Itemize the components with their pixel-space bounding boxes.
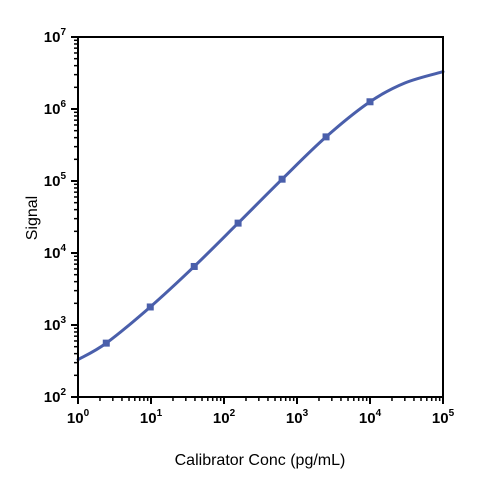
data-point [366,98,374,106]
y-tick-label: 107 [44,27,67,46]
plot-border [77,36,444,398]
y-tick-label: 103 [44,315,67,334]
curve-layer [76,70,445,362]
fit-curve [76,70,445,362]
y-axis-title: Signal [24,196,41,240]
data-point [234,219,242,227]
x-tick-label: 101 [140,408,163,427]
data-point [146,303,154,311]
plot-frame [77,36,444,398]
y-tick-label: 102 [44,387,67,406]
x-tick-label: 104 [359,408,382,427]
x-tick-label: 103 [286,408,309,427]
data-point [278,175,286,183]
data-point [190,262,198,270]
x-tick-label: 105 [432,408,455,427]
y-tick-label: 105 [44,171,67,190]
y-tick-label: 106 [44,99,67,118]
tick-labels: 100 101 102 103 104 105 102 103 104 105 106 107 [44,27,455,427]
x-tick-label: 102 [213,408,236,427]
points-layer [102,98,374,347]
x-axis-title: Calibrator Conc (pg/mL) [175,452,346,469]
x-tick-label: 100 [67,408,90,427]
data-point [322,133,330,141]
data-point [102,339,110,347]
y-tick-label: 104 [44,243,67,262]
